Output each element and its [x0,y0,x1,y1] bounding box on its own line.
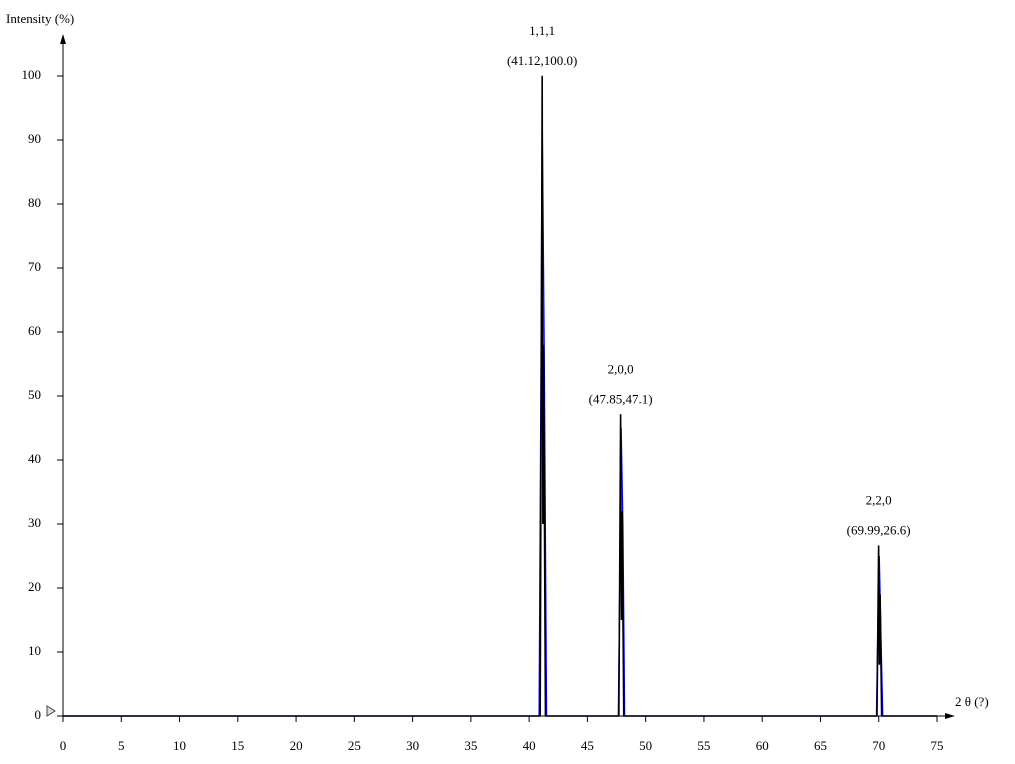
annotation-text: (41.12,100.0) [507,53,577,68]
chart: Intensity (%) 2 θ (?) 010203040506070809… [0,0,1015,764]
x-tick-label: 5 [118,738,125,753]
annotation-label: 2,0,0 [608,362,634,377]
x-tick-label: 50 [639,738,652,753]
annotation-label: 2,2,0 [866,493,892,508]
y-axis-arrow [60,34,66,44]
x-tick-label: 15 [231,738,244,753]
y-tick-label: 20 [28,579,41,594]
data-line [63,76,937,716]
y-tick-label: 40 [28,451,41,466]
y-tick-label: 100 [22,67,42,82]
y-tick-label: 80 [28,195,41,210]
x-tick-label: 70 [872,738,885,753]
y-tick-label: 50 [28,387,41,402]
y-tick-label: 90 [28,131,41,146]
x-tick-label: 25 [348,738,361,753]
x-tick-label: 10 [173,738,186,753]
x-tick-label: 65 [814,738,827,753]
annotation-label: 1,1,1 [529,23,555,38]
x-axis-label: 2 θ (?) [955,694,989,709]
x-tick-label: 75 [931,738,944,753]
x-tick-label: 45 [581,738,594,753]
x-tick-label: 60 [756,738,769,753]
page: {"chart_data": {"type": "line", "x_label… [0,0,1015,764]
annotation-text: (47.85,47.1) [589,392,653,407]
y-tick-label: 10 [28,643,41,658]
y-tick-label: 0 [35,707,42,722]
annotation-text: (69.99,26.6) [847,523,911,538]
y-tick-label: 30 [28,515,41,530]
y-axis-label: Intensity (%) [6,11,74,26]
x-axis-arrow [945,713,955,719]
x-tick-label: 40 [523,738,536,753]
annotation-anchor [620,414,621,415]
y-tick-label: 60 [28,323,41,338]
annotation-anchor [878,545,879,546]
x-tick-label: 20 [290,738,303,753]
x-tick-label: 55 [697,738,710,753]
origin-marker [47,706,55,716]
annotation-anchor [542,76,543,77]
y-tick-label: 70 [28,259,41,274]
data-line [63,108,937,716]
x-tick-label: 30 [406,738,419,753]
x-tick-label: 35 [464,738,477,753]
x-tick-label: 0 [60,738,67,753]
